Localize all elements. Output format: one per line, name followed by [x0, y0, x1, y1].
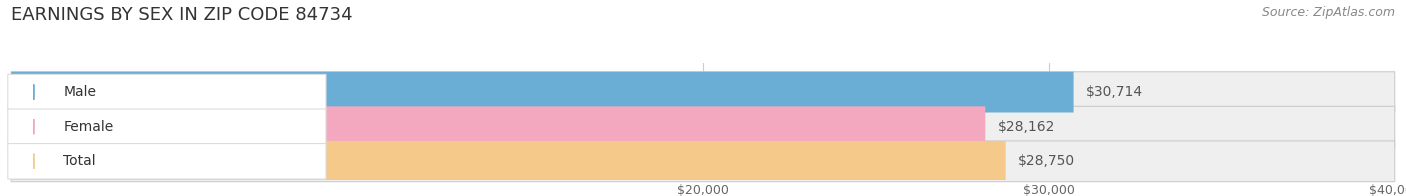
- FancyBboxPatch shape: [11, 141, 1005, 182]
- Text: EARNINGS BY SEX IN ZIP CODE 84734: EARNINGS BY SEX IN ZIP CODE 84734: [11, 6, 353, 24]
- Text: $30,714: $30,714: [1085, 85, 1143, 99]
- FancyBboxPatch shape: [11, 106, 1395, 147]
- Text: Total: Total: [63, 154, 96, 168]
- Text: Male: Male: [63, 85, 96, 99]
- Text: Female: Female: [63, 120, 114, 134]
- FancyBboxPatch shape: [11, 72, 1395, 113]
- FancyBboxPatch shape: [8, 74, 326, 110]
- FancyBboxPatch shape: [11, 72, 1074, 113]
- FancyBboxPatch shape: [8, 109, 326, 144]
- FancyBboxPatch shape: [8, 143, 326, 179]
- FancyBboxPatch shape: [11, 141, 1395, 182]
- Text: Source: ZipAtlas.com: Source: ZipAtlas.com: [1261, 6, 1395, 19]
- FancyBboxPatch shape: [11, 106, 986, 147]
- Text: $28,162: $28,162: [997, 120, 1054, 134]
- Text: $28,750: $28,750: [1018, 154, 1074, 168]
